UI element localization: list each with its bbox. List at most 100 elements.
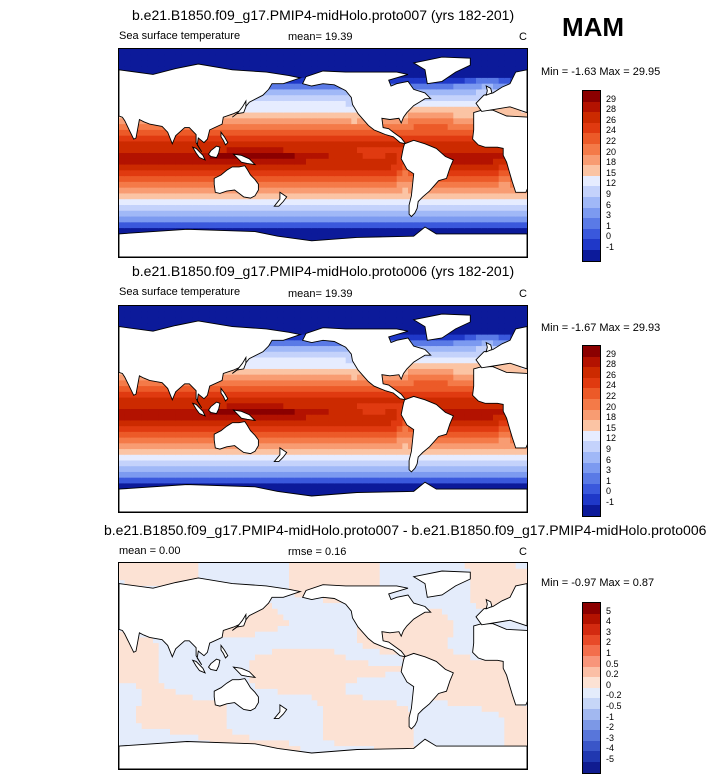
field-cell: [459, 391, 466, 399]
field-cell: [124, 228, 131, 235]
field-cell: [232, 112, 239, 119]
field-cell: [198, 471, 205, 479]
field-cell: [249, 205, 256, 212]
field-cell: [459, 199, 466, 206]
field-cell: [300, 346, 307, 353]
field-cell: [306, 210, 313, 218]
field-cell: [464, 466, 471, 473]
field-cell: [345, 363, 352, 370]
field-cell: [300, 124, 307, 131]
field-cell: [396, 460, 403, 467]
field-cell: [232, 477, 239, 484]
field-cell: [249, 386, 256, 393]
field-cell: [277, 228, 284, 235]
field-cell: [470, 443, 477, 450]
field-cell: [493, 222, 500, 229]
field-cell: [521, 112, 527, 119]
field-cell: [334, 403, 341, 410]
field-cell: [283, 317, 290, 324]
field-cell: [317, 181, 324, 189]
field-cell: [158, 380, 165, 387]
field-cell: [289, 158, 296, 166]
field-cell: [442, 306, 449, 313]
field-cell: [266, 222, 273, 229]
field-cell: [402, 386, 409, 393]
field-cell: [209, 414, 216, 422]
field-cell: [425, 89, 432, 96]
field-cell: [453, 351, 460, 359]
field-cell: [124, 164, 131, 171]
field-cell: [306, 199, 313, 206]
field-cell: [453, 72, 460, 79]
field-cell: [328, 363, 335, 370]
field-cell: [266, 466, 273, 473]
field-cell: [306, 443, 313, 450]
field-cell: [260, 205, 267, 212]
field-cell: [289, 153, 296, 160]
field-cell: [328, 306, 335, 313]
field-cell: [238, 193, 245, 200]
field-cell: [289, 181, 296, 189]
field-cell: [232, 124, 239, 131]
field-cell: [198, 449, 205, 456]
field-cell: [374, 420, 381, 427]
field-cell: [481, 153, 488, 160]
field-cell: [340, 89, 347, 96]
field-cell: [119, 49, 126, 56]
field-cell: [425, 449, 432, 456]
field-cell: [391, 437, 398, 444]
field-cell: [493, 193, 500, 200]
field-cell: [306, 66, 313, 73]
field-cell: [249, 471, 256, 479]
field-cell: [481, 187, 488, 195]
field-cell: [453, 437, 460, 444]
field-cell: [221, 454, 228, 462]
field-cell: [192, 414, 199, 422]
field-cell: [408, 60, 415, 67]
field-cell: [351, 222, 358, 229]
field-cell: [408, 363, 415, 370]
field-cell: [306, 176, 313, 183]
field-cell: [243, 391, 250, 399]
field-cell: [476, 454, 483, 462]
field-cell: [419, 311, 426, 319]
field-cell: [334, 205, 341, 212]
field-cell: [158, 181, 165, 189]
field-cell: [175, 437, 182, 444]
field-cell: [209, 193, 216, 200]
field-cell: [504, 216, 511, 223]
field-cell: [476, 306, 483, 313]
field-cell: [351, 391, 358, 399]
field-cell: [272, 460, 279, 467]
field-cell: [351, 443, 358, 450]
field-cell: [119, 431, 126, 439]
field-cell: [374, 409, 381, 416]
field-cell: [470, 228, 477, 235]
field-cell: [493, 60, 500, 67]
field-cell: [221, 141, 228, 148]
field-cell: [175, 454, 182, 462]
field-cell: [391, 170, 398, 177]
field-cell: [504, 72, 511, 79]
field-cell: [232, 323, 239, 330]
field-cell: [459, 420, 466, 427]
field-cell: [459, 170, 466, 177]
field-cell: [204, 317, 211, 324]
field-cell: [345, 454, 352, 462]
field-cell: [351, 449, 358, 456]
field-cell: [357, 426, 364, 433]
field-cell: [334, 89, 341, 96]
field-cell: [481, 147, 488, 154]
field-cell: [487, 222, 494, 229]
field-cell: [255, 101, 262, 108]
field-cell: [425, 49, 432, 56]
field-cell: [357, 466, 364, 473]
field-cell: [487, 170, 494, 177]
field-cell: [481, 466, 488, 473]
field-cell: [181, 216, 188, 223]
field-cell: [300, 340, 307, 347]
field-cell: [289, 176, 296, 183]
field-cell: [198, 477, 205, 484]
field-cell: [481, 193, 488, 200]
field-cell: [362, 449, 369, 456]
